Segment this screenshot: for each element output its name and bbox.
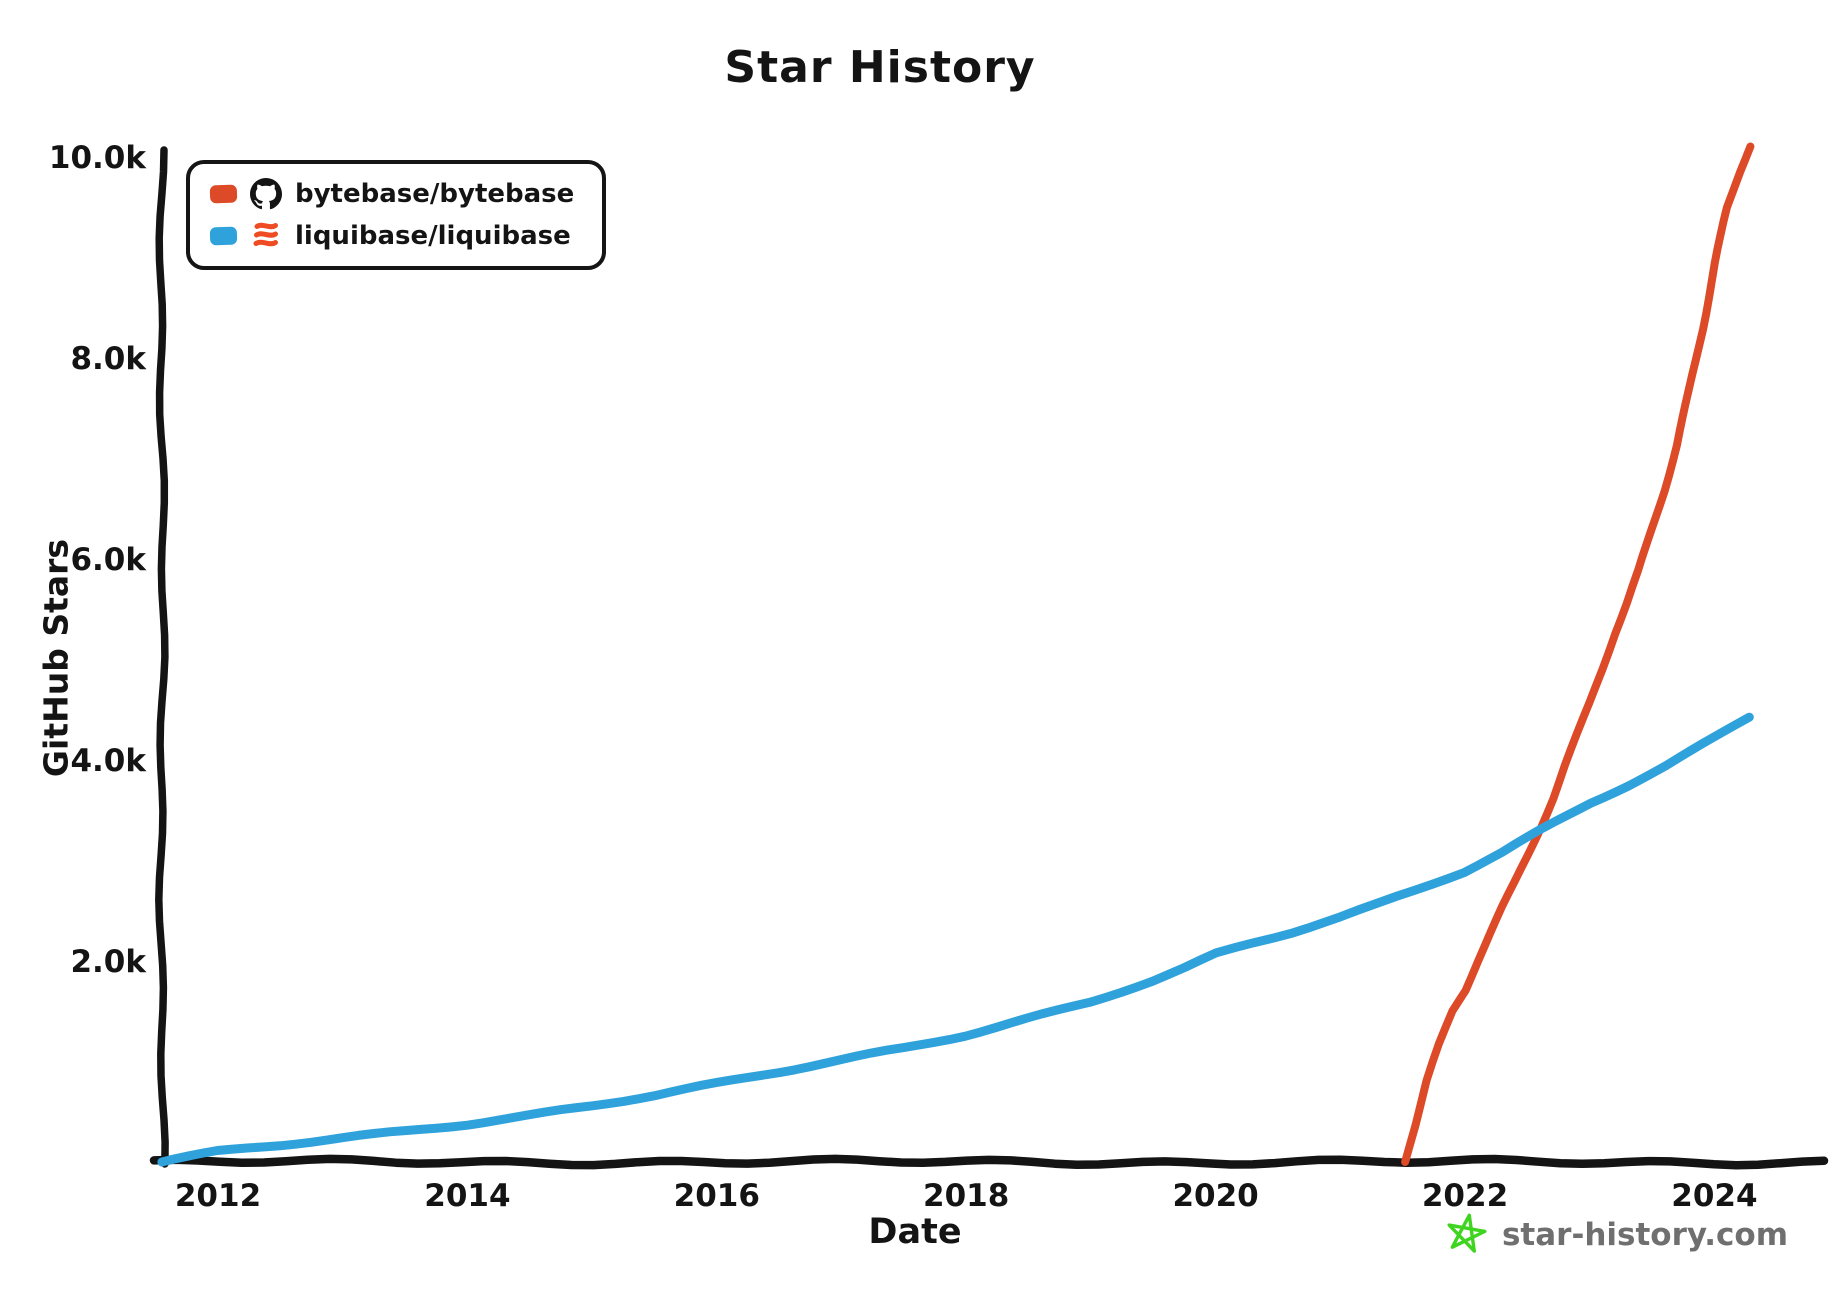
liquibase-color-swatch bbox=[209, 226, 238, 246]
svg-text:2012: 2012 bbox=[175, 1178, 261, 1214]
green-star-icon bbox=[1442, 1209, 1490, 1261]
liquibase-logo-icon bbox=[250, 220, 282, 252]
x-axis-title: Date bbox=[868, 1212, 962, 1252]
legend-label-bytebase: bytebase/bytebase bbox=[295, 179, 575, 209]
svg-text:2016: 2016 bbox=[674, 1178, 760, 1214]
legend: bytebase/bytebase liquibase/liquibase bbox=[186, 160, 607, 270]
svg-text:2020: 2020 bbox=[1172, 1178, 1258, 1214]
legend-label-liquibase: liquibase/liquibase bbox=[295, 221, 571, 251]
svg-text:2.0k: 2.0k bbox=[70, 944, 147, 980]
svg-text:2022: 2022 bbox=[1422, 1178, 1508, 1214]
watermark: star-history.com bbox=[1442, 1210, 1788, 1260]
svg-text:4.0k: 4.0k bbox=[70, 743, 147, 779]
legend-item-bytebase: bytebase/bytebase bbox=[209, 178, 575, 210]
svg-text:6.0k: 6.0k bbox=[70, 542, 147, 578]
chart-title: Star History bbox=[724, 42, 1036, 93]
svg-text:2024: 2024 bbox=[1671, 1178, 1757, 1214]
legend-item-liquibase: liquibase/liquibase bbox=[209, 220, 574, 252]
brand-link[interactable]: star-history.com bbox=[1501, 1217, 1788, 1253]
svg-text:8.0k: 8.0k bbox=[70, 341, 147, 377]
svg-text:10.0k: 10.0k bbox=[49, 140, 147, 176]
y-axis-title: GitHub Stars bbox=[36, 538, 76, 778]
bytebase-color-swatch bbox=[209, 184, 238, 204]
svg-text:2018: 2018 bbox=[923, 1178, 1009, 1214]
svg-text:2014: 2014 bbox=[424, 1178, 510, 1214]
github-octocat-icon bbox=[250, 178, 282, 210]
